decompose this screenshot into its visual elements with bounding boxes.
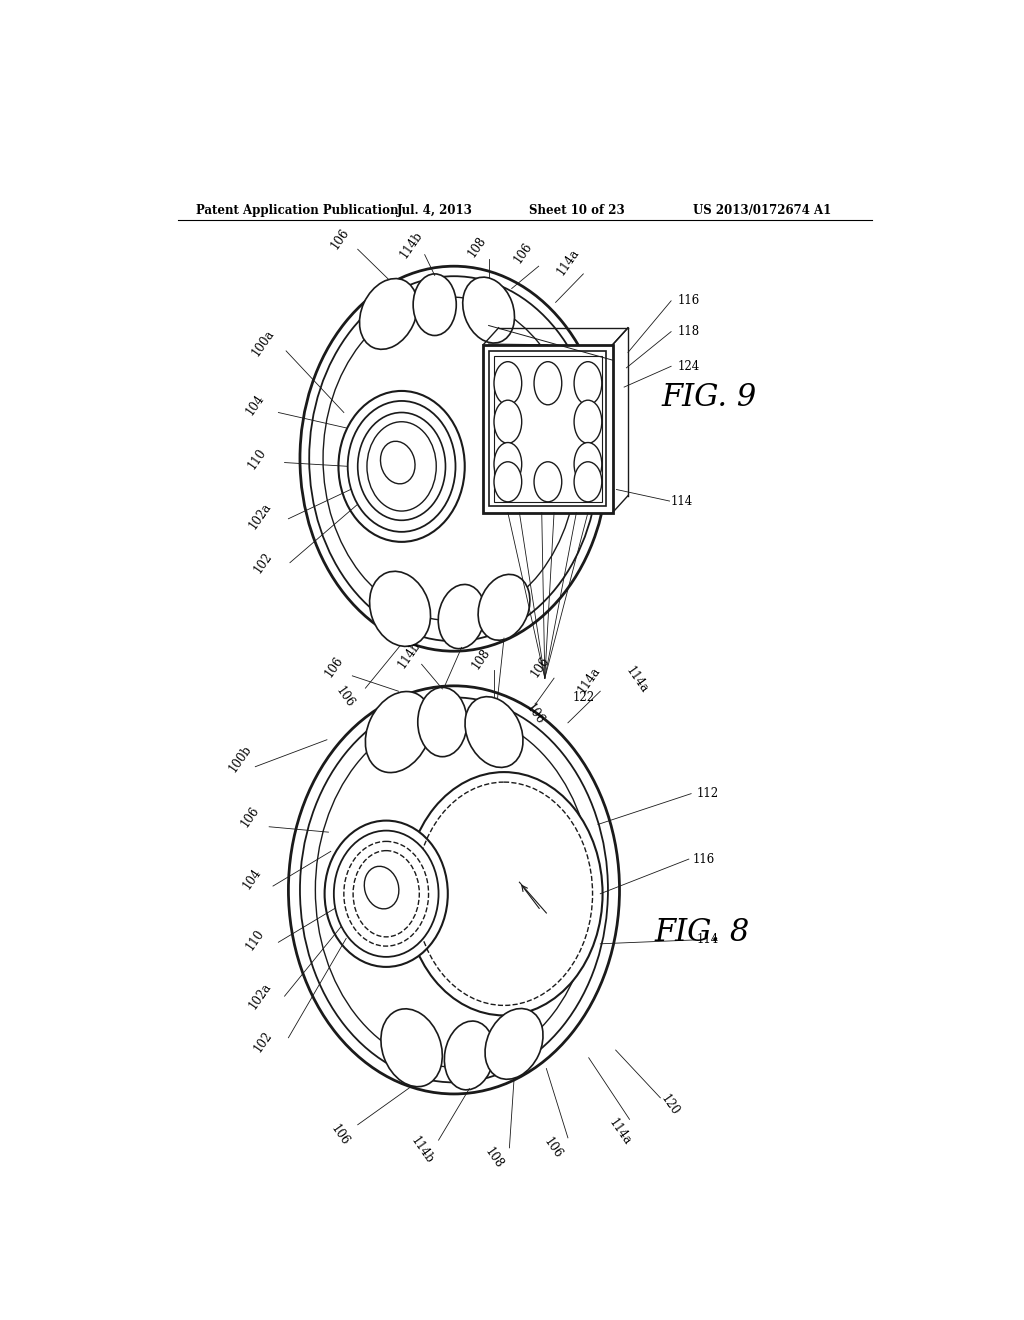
Text: 108: 108 (482, 1144, 506, 1171)
Text: 102: 102 (251, 550, 274, 576)
Text: 102a: 102a (246, 981, 273, 1012)
Text: 100a: 100a (249, 327, 276, 359)
Text: 104: 104 (241, 866, 264, 891)
Ellipse shape (359, 279, 418, 350)
Text: 106: 106 (323, 653, 346, 680)
Ellipse shape (494, 400, 521, 444)
Ellipse shape (438, 585, 485, 648)
Text: 106: 106 (523, 701, 547, 727)
Ellipse shape (323, 297, 578, 620)
Ellipse shape (574, 400, 602, 444)
Ellipse shape (574, 442, 602, 486)
Ellipse shape (574, 462, 602, 502)
Text: 124: 124 (677, 360, 699, 372)
Ellipse shape (418, 688, 467, 756)
Text: 122: 122 (572, 690, 594, 704)
Ellipse shape (381, 1008, 442, 1086)
Text: 106: 106 (333, 685, 356, 710)
Text: 118: 118 (677, 325, 699, 338)
Ellipse shape (574, 362, 602, 405)
Text: FIG. 8: FIG. 8 (654, 917, 750, 948)
Text: Patent Application Publication: Patent Application Publication (196, 205, 398, 218)
Text: 114b: 114b (397, 228, 426, 260)
Text: 100b: 100b (226, 743, 254, 775)
Ellipse shape (381, 441, 415, 484)
Ellipse shape (325, 821, 447, 966)
Ellipse shape (334, 830, 438, 957)
Ellipse shape (406, 772, 602, 1015)
Ellipse shape (366, 692, 432, 772)
Ellipse shape (478, 574, 529, 640)
Ellipse shape (344, 841, 429, 946)
Text: 116: 116 (677, 294, 699, 308)
Text: 114a: 114a (606, 1117, 633, 1148)
Text: US 2013/0172674 A1: US 2013/0172674 A1 (693, 205, 831, 218)
Text: 114b: 114b (395, 639, 423, 671)
Text: 106: 106 (541, 1135, 564, 1162)
Ellipse shape (348, 401, 456, 532)
Ellipse shape (353, 850, 419, 937)
Bar (483, 345, 612, 512)
Text: 102: 102 (251, 1030, 274, 1055)
Text: 106: 106 (512, 239, 535, 265)
Text: 116: 116 (692, 853, 715, 866)
Ellipse shape (535, 362, 562, 405)
Ellipse shape (365, 866, 399, 909)
Text: 114a: 114a (554, 247, 582, 279)
Bar (494, 355, 602, 502)
Text: 114: 114 (696, 933, 719, 946)
Ellipse shape (494, 462, 521, 502)
Ellipse shape (315, 713, 593, 1067)
Text: 108: 108 (473, 706, 497, 731)
Text: 106: 106 (239, 804, 262, 830)
Ellipse shape (289, 686, 620, 1094)
Text: 114a: 114a (624, 665, 651, 696)
Ellipse shape (463, 277, 514, 343)
Text: 114b: 114b (410, 697, 437, 729)
Text: 108: 108 (469, 645, 493, 672)
Ellipse shape (339, 391, 465, 543)
Text: 106: 106 (528, 653, 552, 680)
Text: 104: 104 (244, 392, 267, 417)
Text: 106: 106 (329, 1122, 351, 1147)
Text: 112: 112 (696, 787, 719, 800)
Ellipse shape (370, 572, 430, 647)
Ellipse shape (494, 442, 521, 486)
Ellipse shape (300, 267, 608, 651)
Text: 102a: 102a (246, 500, 273, 532)
Text: Sheet 10 of 23: Sheet 10 of 23 (529, 205, 625, 218)
Text: Jul. 4, 2013: Jul. 4, 2013 (396, 205, 473, 218)
Bar (489, 351, 606, 507)
Text: FIG. 9: FIG. 9 (662, 381, 757, 413)
Text: 114b: 114b (408, 1134, 435, 1166)
Ellipse shape (465, 697, 523, 767)
Text: 114: 114 (671, 495, 693, 508)
Ellipse shape (367, 422, 436, 511)
Ellipse shape (494, 362, 521, 405)
Ellipse shape (485, 1008, 543, 1080)
Ellipse shape (357, 413, 445, 520)
Text: 108: 108 (465, 234, 488, 260)
Text: 114a: 114a (575, 665, 602, 696)
Text: 106: 106 (329, 226, 351, 252)
Ellipse shape (444, 1022, 495, 1090)
Ellipse shape (413, 275, 457, 335)
Text: 110: 110 (246, 446, 269, 471)
Text: 120: 120 (657, 1093, 681, 1118)
Ellipse shape (535, 462, 562, 502)
Text: 110: 110 (244, 927, 267, 953)
